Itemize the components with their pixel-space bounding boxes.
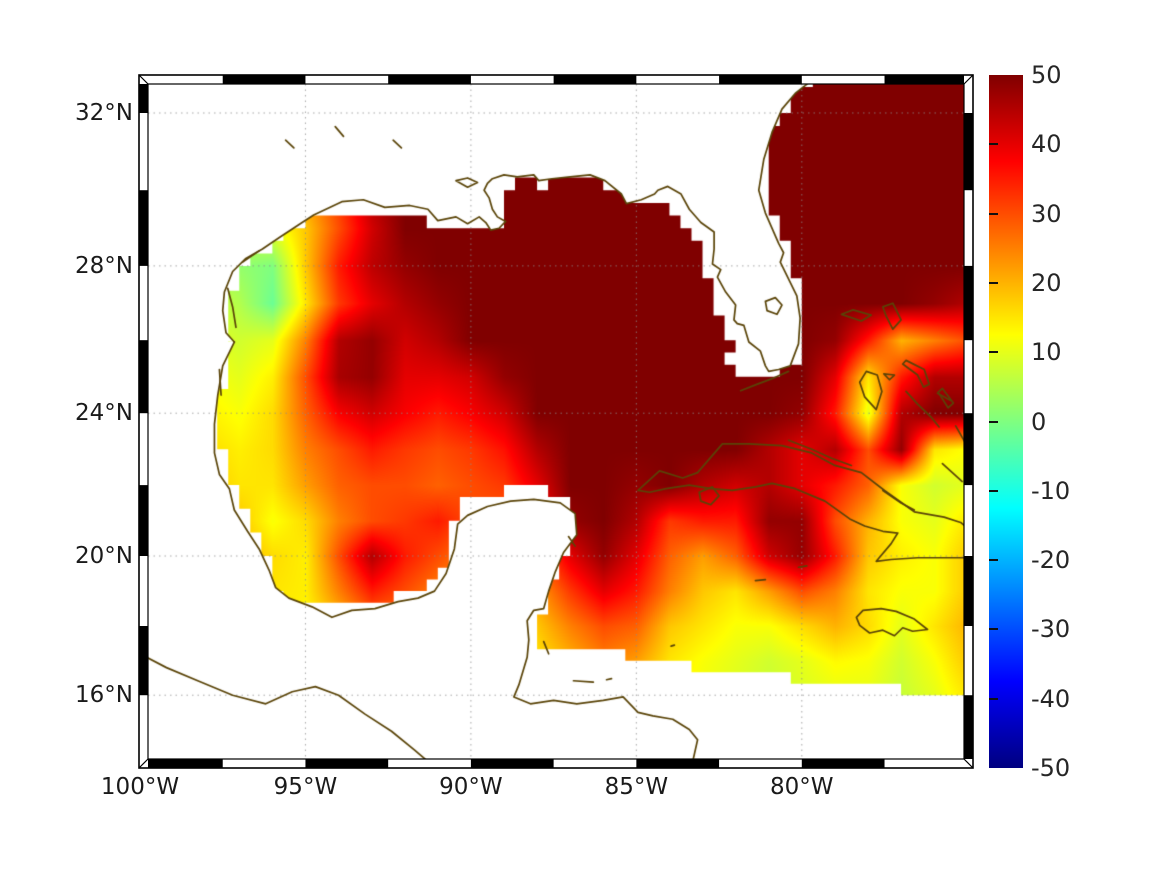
colorbar-tick [989, 351, 998, 354]
colorbar-tick-label: 10 [1031, 338, 1062, 367]
colorbar-tick-label: 30 [1031, 199, 1062, 228]
colorbar-tick [989, 212, 998, 215]
lon-tick-label: 85°W [604, 774, 669, 800]
colorbar: 50 40 30 20 10 0 -10 -20 -30 -40 -50 [989, 61, 1070, 782]
colorbar-tick-label: -20 [1031, 546, 1071, 575]
lon-tick-label: 95°W [273, 774, 338, 800]
lat-tick-label: 16°N [75, 682, 133, 709]
colorbar-tick-label: -40 [1031, 684, 1071, 713]
colorbar-tick [989, 697, 998, 700]
lat-tick-label: 24°N [75, 400, 133, 427]
colorbar-tick-label: 0 [1031, 407, 1047, 436]
lon-tick-label: 100°W [100, 774, 180, 800]
colorbar-tick-label: 20 [1031, 268, 1062, 297]
colorbar-tick-label: 50 [1031, 61, 1062, 89]
colorbar-tick [989, 559, 998, 562]
lat-tick-label: 32°N [75, 99, 133, 126]
colorbar-tick-label: -50 [1031, 754, 1071, 782]
colorbar-tick [989, 628, 998, 631]
lat-tick-label: 28°N [75, 252, 133, 279]
colorbar-tick [989, 489, 998, 492]
colorbar-tick [989, 420, 998, 423]
lat-tick-label: 20°N [75, 543, 133, 569]
lon-tick-label: 80°W [770, 774, 834, 800]
colorbar-tick-label: -10 [1031, 476, 1071, 505]
map-canvas [148, 84, 964, 759]
colorbar-tick [989, 281, 998, 284]
lon-tick-label: 90°W [439, 774, 503, 800]
colorbar-tick-label: -30 [1031, 615, 1071, 644]
colorbar-tick-label: 40 [1031, 130, 1062, 159]
colorbar-tick [989, 143, 998, 146]
